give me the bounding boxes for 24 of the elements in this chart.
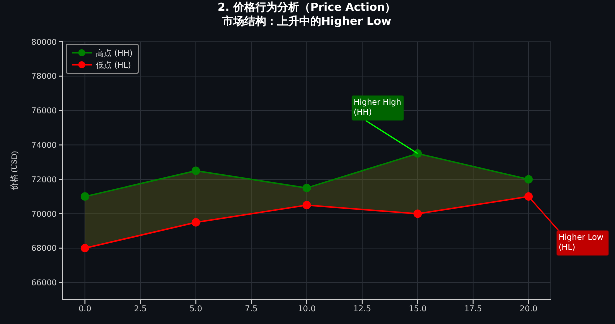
x-tick-label: 2.5 — [134, 304, 148, 314]
chart-title: 2. 价格行为分析（Price Action） — [216, 1, 398, 15]
chart-subtitle: 市场结构：上升中的Higher Low — [221, 15, 393, 29]
x-tick-label: 12.5 — [354, 304, 372, 314]
x-tick-label: 7.5 — [245, 304, 258, 314]
y-tick-label: 80000 — [32, 38, 57, 47]
y-tick-label: 70000 — [32, 210, 57, 219]
x-tick-label: 15.0 — [409, 304, 427, 314]
annotation: Higher High (HH) — [354, 98, 402, 117]
y-tick-label: 78000 — [32, 72, 57, 82]
x-tick-label: 10.0 — [298, 304, 316, 314]
y-tick-label: 76000 — [32, 106, 57, 116]
y-tick-label: 74000 — [32, 141, 57, 150]
y-tick-label: 72000 — [32, 175, 57, 184]
x-tick-label: 0.0 — [78, 304, 92, 314]
x-tick-label: 17.5 — [464, 304, 482, 314]
x-tick-label: 20.0 — [520, 304, 538, 314]
y-tick-label: 68000 — [32, 244, 57, 254]
y-tick-label: 66000 — [32, 278, 57, 288]
legend-label: 高点 (HH) — [96, 48, 133, 58]
x-tick-label: 5.0 — [190, 304, 202, 314]
y-axis-title: 价格 (USD) — [10, 151, 19, 192]
annotation: Higher Low (HL) — [558, 232, 604, 252]
legend-label: 低点 (HL) — [96, 60, 132, 70]
